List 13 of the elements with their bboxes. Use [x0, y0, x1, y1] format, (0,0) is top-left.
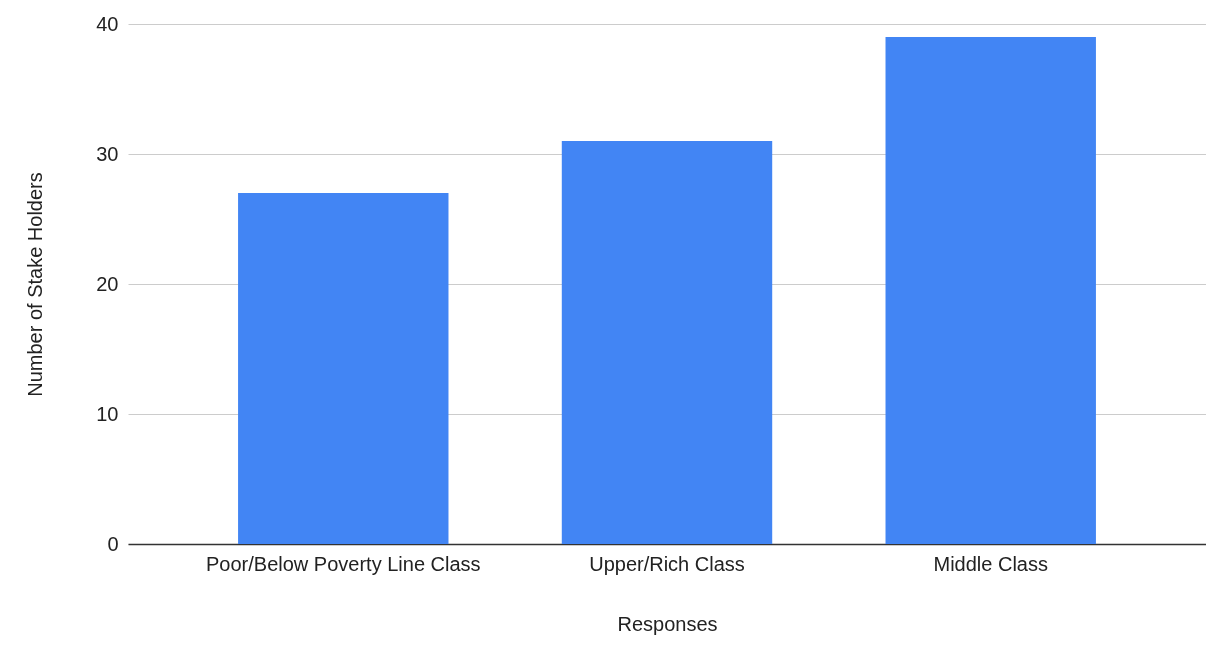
y-tick-label: 30	[96, 142, 119, 165]
x-tick-label: Middle Class	[933, 552, 1048, 575]
bar	[238, 193, 449, 544]
y-axis-title: Number of Stake Holders	[24, 172, 47, 397]
y-tick-label: 0	[107, 532, 119, 555]
y-tick-label: 40	[96, 12, 119, 35]
bar	[885, 37, 1096, 544]
y-tick-label: 20	[96, 272, 119, 295]
x-tick-label: Upper/Rich Class	[589, 552, 745, 575]
y-tick-label: 10	[96, 402, 119, 425]
bar	[561, 141, 773, 544]
x-axis-title: Responses	[617, 612, 718, 635]
x-tick-label: Poor/Below Poverty Line Class	[205, 552, 481, 575]
